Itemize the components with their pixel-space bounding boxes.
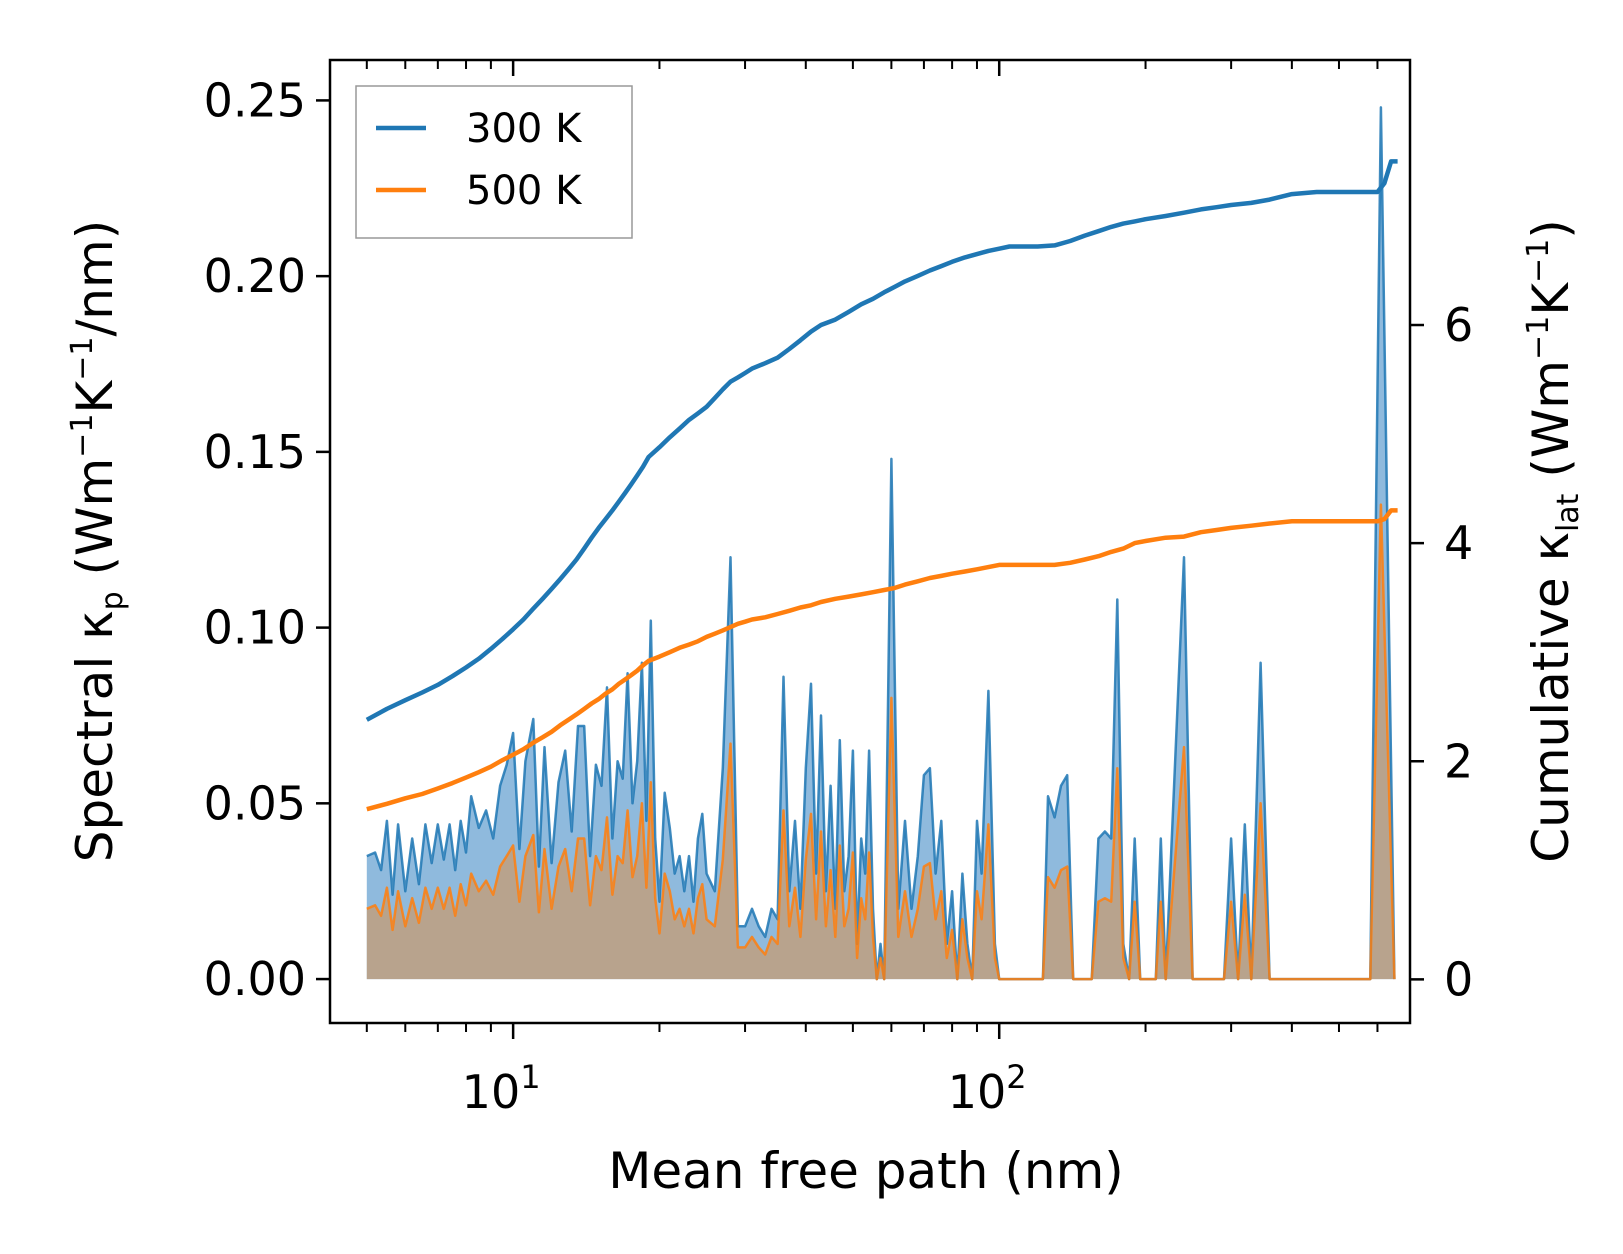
spectral-lines <box>366 106 1396 981</box>
y-right-main: Cumulative κ <box>1522 532 1580 863</box>
y-left-tick-label: 0.00 <box>204 952 306 1006</box>
spectral-line-500k <box>366 503 1396 981</box>
legend-label-500k: 500 K <box>466 168 583 214</box>
y-right-k: K <box>1522 282 1580 316</box>
plot-frame <box>328 58 1412 1025</box>
x-tick-label: 102 <box>948 1058 1027 1119</box>
x-axis-label: Mean free path (nm) <box>608 1142 1124 1200</box>
legend: 300 K 500 K <box>355 85 633 239</box>
y-axis-label-left: Spectral κp (Wm−1K−1/nm) <box>65 220 130 862</box>
x-tick-base: 10 <box>462 1065 521 1119</box>
cumulative-line-300k <box>365 159 1398 722</box>
y-right-tail: ) <box>1522 219 1580 239</box>
y-right-exp2: −1 <box>1521 239 1556 283</box>
x-tick-label: 101 <box>462 1058 541 1119</box>
y-axis-label-right: Cumulative κlat (Wm−1K−1) <box>1521 219 1586 863</box>
y-left-main: Spectral κ <box>66 610 124 862</box>
legend-label-300k: 300 K <box>466 106 583 152</box>
legend-box <box>355 85 633 239</box>
y-left-open: (Wm <box>66 458 124 592</box>
y-right-exp1: −1 <box>1521 316 1556 360</box>
y-left-tick-label: 0.05 <box>204 776 306 830</box>
y-right-sub: lat <box>1551 493 1586 532</box>
y-left-tick-label: 0.15 <box>204 425 306 479</box>
y-right-tick-label: 6 <box>1444 298 1473 352</box>
y-left-tick-label: 0.25 <box>204 73 306 127</box>
x-tick-base: 10 <box>948 1065 1007 1119</box>
y-left-k: K <box>66 380 124 414</box>
y-right-open: (Wm <box>1522 360 1580 494</box>
cumulative-lines <box>365 159 1398 812</box>
y-left-exp2: −1 <box>65 337 100 381</box>
y-left-tail: /nm) <box>66 220 124 337</box>
y-left-tick-label: 0.20 <box>204 249 306 303</box>
cumulative-line-500k <box>366 508 1398 812</box>
y-left-tick-label: 0.10 <box>204 601 306 655</box>
x-tick-exponent: 1 <box>520 1058 540 1096</box>
x-tick-exponent: 2 <box>1006 1058 1026 1096</box>
y-left-sub: p <box>95 591 130 610</box>
y-left-exp1: −1 <box>65 414 100 458</box>
y-right-tick-label: 0 <box>1444 952 1473 1006</box>
y-right-tick-label: 4 <box>1444 516 1473 570</box>
y-right-tick-label: 2 <box>1444 734 1473 788</box>
